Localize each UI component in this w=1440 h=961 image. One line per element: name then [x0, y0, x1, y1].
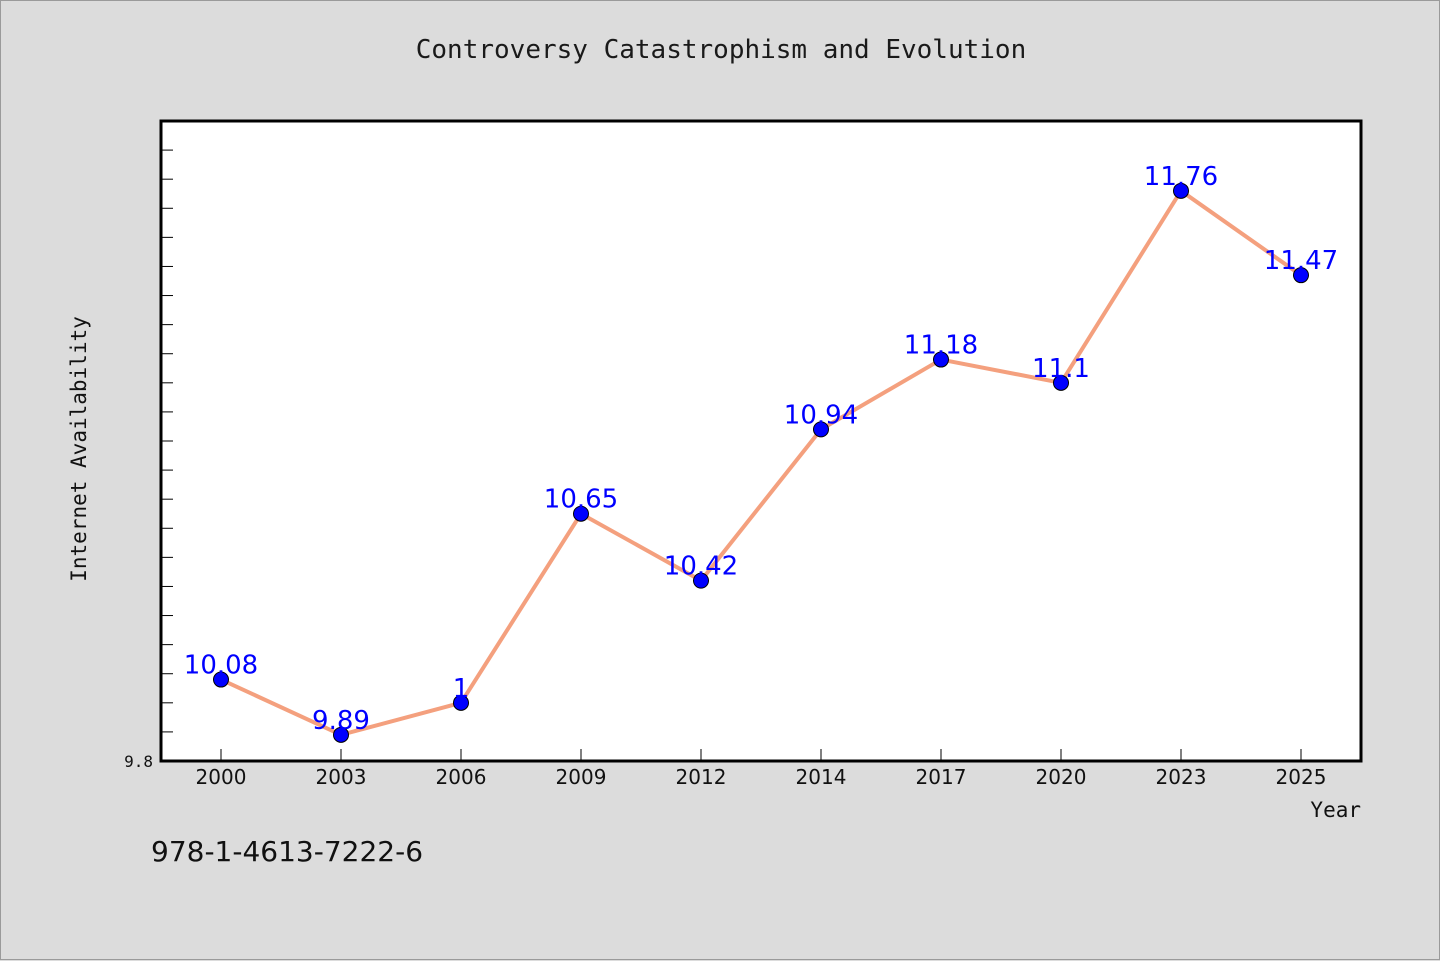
data-label: 10.42	[664, 552, 738, 582]
data-point	[933, 351, 949, 368]
data-point	[333, 726, 349, 743]
x-tick-label: 2006	[436, 765, 487, 789]
data-point	[693, 572, 709, 589]
x-tick-label: 2025	[1276, 765, 1327, 789]
x-tick-label: 2014	[796, 765, 847, 789]
data-label: 9.89	[312, 706, 370, 736]
data-label: 11.1	[1032, 354, 1090, 384]
data-label: 10.94	[784, 400, 858, 430]
data-label: 11.18	[904, 331, 978, 361]
data-point	[813, 421, 829, 438]
data-point	[213, 671, 229, 688]
x-tick-label: 2009	[556, 765, 607, 789]
y-axis-ticks	[161, 149, 173, 733]
x-tick-label: 2003	[316, 765, 367, 789]
x-axis-ticks: 2000 2003 2006 2009 2012 2014 2017 2020 2023 2025	[196, 749, 1327, 789]
data-label: 11.76	[1144, 162, 1218, 192]
data-label: 1	[453, 674, 470, 704]
y-min-label: 9.8	[124, 752, 153, 771]
isbn-identifier: 978-1-4613-7222-6	[151, 835, 424, 868]
data-labels: 10.08 9.89 1 10.65 10.42 10.94 11.18 11.1 11.76 1…	[184, 162, 1338, 736]
y-axis-label: Internet Availability	[67, 316, 91, 582]
plot-area	[159, 119, 1363, 763]
x-tick-label: 2017	[916, 765, 967, 789]
data-point	[453, 694, 469, 711]
data-point	[1053, 374, 1069, 391]
data-markers	[213, 182, 1309, 743]
x-tick-label: 2012	[676, 765, 727, 789]
x-tick-label: 2020	[1036, 765, 1087, 789]
data-label: 11.47	[1264, 246, 1338, 276]
data-point	[1293, 267, 1309, 284]
series-line	[220, 188, 1303, 737]
x-axis-label: Year	[1310, 798, 1361, 822]
data-point	[573, 505, 589, 522]
x-tick-label: 2000	[196, 765, 247, 789]
data-point	[1173, 182, 1189, 199]
x-tick-label: 2023	[1156, 765, 1207, 789]
data-label: 10.08	[184, 651, 258, 681]
data-label: 10.65	[544, 485, 618, 515]
chart-title: Controversy Catastrophism and Evolution	[415, 35, 1027, 65]
